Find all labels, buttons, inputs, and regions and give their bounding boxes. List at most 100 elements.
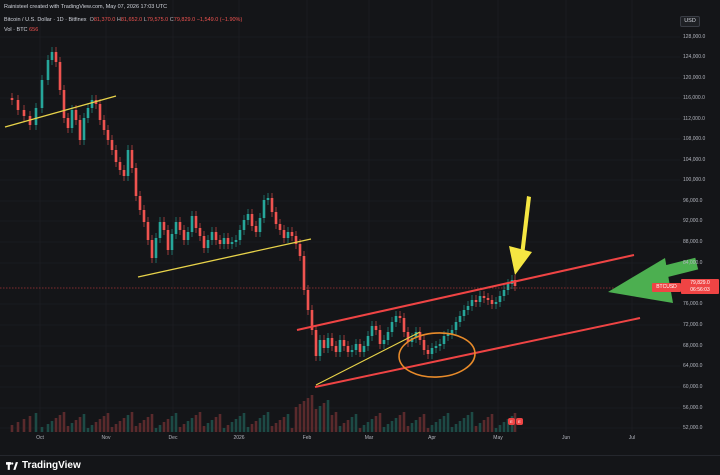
candle-body	[242, 220, 246, 230]
volume-bar	[98, 419, 102, 432]
volume-bar	[234, 419, 238, 432]
volume-bar	[202, 426, 206, 432]
yellow-arrow[interactable]	[509, 196, 532, 275]
volume-bar	[218, 414, 222, 432]
symbol-name[interactable]: Bitcoin / U.S. Dollar · 1D · Bitfinex	[4, 17, 87, 23]
candle-body	[46, 60, 50, 80]
candle-body	[310, 310, 314, 330]
candle-body	[338, 340, 342, 352]
candle-body	[362, 346, 366, 352]
volume-bar	[182, 424, 186, 432]
volume-bar	[10, 425, 14, 432]
volume-bar	[426, 428, 430, 432]
candle-body	[302, 256, 306, 290]
volume-bar	[342, 423, 346, 432]
date-axis-label: Jul	[628, 435, 636, 441]
volume-bar	[22, 419, 26, 432]
volume-bar	[434, 422, 438, 432]
candle-body	[222, 238, 226, 244]
candle-body	[158, 222, 162, 238]
volume-bar	[314, 409, 318, 432]
tradingview-logo[interactable]: TradingView	[6, 460, 81, 471]
candle-body	[266, 198, 270, 200]
candle-body	[234, 240, 238, 242]
candle-body	[470, 300, 474, 306]
price-change: −1,549.0 (−1.90%)	[196, 17, 243, 23]
candle-body	[162, 222, 166, 230]
candle-body	[494, 302, 498, 304]
candle-body	[166, 230, 170, 250]
volume-label[interactable]: Vol · BTC	[4, 27, 28, 33]
volume-bar	[106, 413, 110, 432]
date-axis-label: Nov	[101, 435, 111, 441]
volume-bar	[338, 426, 342, 432]
volume-bar	[366, 422, 370, 432]
candle-body	[434, 346, 438, 348]
close-value: 79,829.0	[173, 17, 196, 23]
volume-bar	[186, 421, 190, 432]
earnings-badge[interactable]: E	[516, 418, 523, 425]
volume-bar	[458, 421, 462, 432]
price-axis-label: 104,000.0	[683, 157, 706, 163]
price-axis-label: 116,000.0	[683, 95, 705, 101]
candle-body	[486, 298, 490, 300]
candle-body	[134, 168, 138, 196]
channel-upper-line[interactable]	[296, 254, 635, 331]
volume-bar	[118, 421, 122, 432]
volume-bar	[506, 419, 510, 432]
date-axis-label: Oct	[36, 435, 44, 441]
candle-body	[334, 346, 338, 352]
volume-bar	[274, 423, 278, 432]
volume-bar	[414, 420, 418, 432]
volume-bar	[294, 407, 298, 432]
volume-bar	[382, 427, 386, 432]
candle-body	[422, 340, 426, 350]
volume-bar	[16, 422, 20, 432]
currency-selector[interactable]: USD	[680, 16, 700, 27]
volume-bar	[454, 424, 458, 432]
volume-bar	[54, 418, 58, 432]
candle-body	[206, 240, 210, 248]
candle-body	[502, 290, 506, 296]
volume-bar	[114, 424, 118, 432]
price-axis-label: 124,000.0	[683, 54, 706, 60]
channel-lower-line[interactable]	[314, 317, 641, 388]
volume-bar	[102, 416, 106, 432]
candle-body	[490, 300, 494, 304]
candle-body	[386, 332, 390, 340]
volume-bar	[134, 426, 138, 432]
candle-body	[294, 236, 298, 244]
volume-bar	[250, 424, 254, 432]
volume-bar	[513, 413, 517, 432]
volume-bar	[210, 420, 214, 432]
trendline-feb[interactable]	[315, 331, 421, 386]
volume-bar	[486, 417, 490, 432]
price-axis-label: 64,000.0	[683, 363, 703, 369]
price-axis-label: 96,000.0	[683, 198, 703, 204]
volume-bar	[326, 400, 330, 432]
date-axis-label: Feb	[302, 435, 312, 441]
symbol-info: Bitcoin / U.S. Dollar · 1D · Bitfinex O8…	[4, 17, 242, 23]
volume-bar	[62, 412, 66, 432]
price-axis-label: 84,000.0	[683, 260, 703, 266]
candle-body	[478, 296, 482, 302]
candle-body	[210, 232, 214, 240]
tradingview-logo-icon	[6, 461, 18, 470]
candle-body	[16, 100, 20, 110]
price-axis-label: 108,000.0	[683, 136, 706, 142]
volume-bar	[282, 417, 286, 432]
price-chart[interactable]	[0, 0, 720, 455]
trendline-sep[interactable]	[4, 95, 117, 128]
event-badges[interactable]: E E	[508, 418, 523, 425]
close-label: C	[169, 17, 174, 23]
candle-body	[22, 110, 26, 116]
highlight-circle[interactable]	[398, 331, 476, 379]
volume-bar	[298, 404, 302, 432]
volume-bar	[242, 413, 246, 432]
price-axis-label: 112,000.0	[683, 116, 705, 122]
candle-body	[258, 218, 262, 232]
earnings-badge[interactable]: E	[508, 418, 515, 425]
candle-body	[90, 100, 94, 108]
trendline-dec[interactable]	[137, 238, 312, 278]
volume-bar	[466, 415, 470, 432]
